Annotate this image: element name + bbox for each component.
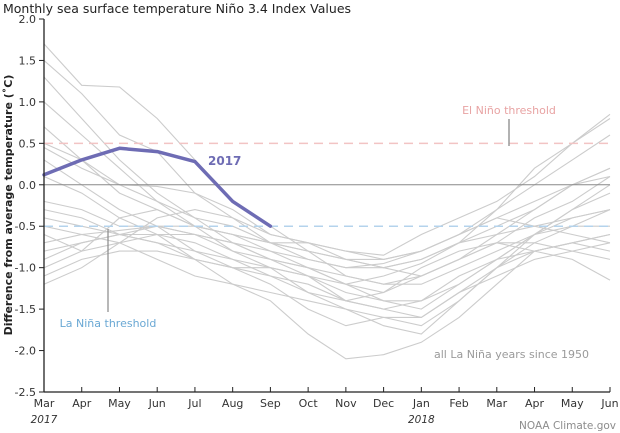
x-tick-label: Oct — [299, 397, 319, 410]
y-tick-label: -1.5 — [15, 303, 36, 316]
x-tick-label: Dec — [373, 397, 394, 410]
x-tick-label: Jun — [600, 397, 618, 410]
el-nino-threshold-label: El Niño threshold — [462, 104, 556, 117]
x-tick-label: Apr — [525, 397, 545, 410]
la-nina-year-line — [43, 217, 611, 318]
x-year-label: 2017 — [31, 414, 58, 426]
series-2017-label: 2017 — [208, 154, 241, 168]
x-tick-label: Feb — [449, 397, 468, 410]
y-tick-label: 2.0 — [19, 13, 37, 26]
la-nina-year-line — [43, 167, 611, 285]
x-tick-label: Mar — [34, 397, 55, 410]
la-nina-threshold-label: La Niña threshold — [60, 317, 157, 330]
x-year-label: 2018 — [408, 414, 435, 426]
reference-lines — [44, 142, 610, 227]
y-tick-label: -2.0 — [15, 345, 36, 358]
x-tick-label: Apr — [72, 397, 92, 410]
y-tick-label: -0.5 — [15, 220, 36, 233]
la-nina-year-line — [43, 43, 611, 285]
y-tick-label: 0.5 — [19, 137, 37, 150]
la-nina-years-label: all La Niña years since 1950 — [434, 348, 589, 361]
x-tick-label: Nov — [335, 397, 357, 410]
la-nina-years-series — [43, 43, 611, 360]
x-tick-label: Jun — [148, 397, 166, 410]
chart-title: Monthly sea surface temperature Niño 3.4… — [3, 1, 351, 16]
x-tick-label: Jan — [412, 397, 430, 410]
y-tick-label: -1.0 — [15, 262, 36, 275]
y-tick-label: 1.5 — [19, 54, 37, 67]
y-tick-label: 1.0 — [19, 96, 37, 109]
la-nina-year-line — [43, 242, 611, 302]
x-tick-label: May — [561, 397, 584, 410]
series-2017 — [42, 146, 273, 228]
la-nina-year-line — [43, 175, 611, 360]
la-nina-year-line — [43, 113, 611, 285]
y-tick-label: -2.5 — [15, 386, 36, 399]
x-tick-label: Sep — [260, 397, 281, 410]
credit-label: NOAA Climate.gov — [519, 420, 616, 432]
x-tick-label: Jul — [187, 397, 201, 410]
x-tick-label: May — [108, 397, 131, 410]
series-2017-line — [42, 146, 273, 228]
x-tick-label: Aug — [222, 397, 243, 410]
la-nina-year-line — [43, 159, 611, 327]
y-axis-label: Difference from average temperature (˚C) — [2, 75, 15, 336]
la-nina-year-line — [43, 175, 611, 260]
y-tick-label: 0.0 — [19, 179, 37, 192]
x-tick-label: Mar — [486, 397, 507, 410]
